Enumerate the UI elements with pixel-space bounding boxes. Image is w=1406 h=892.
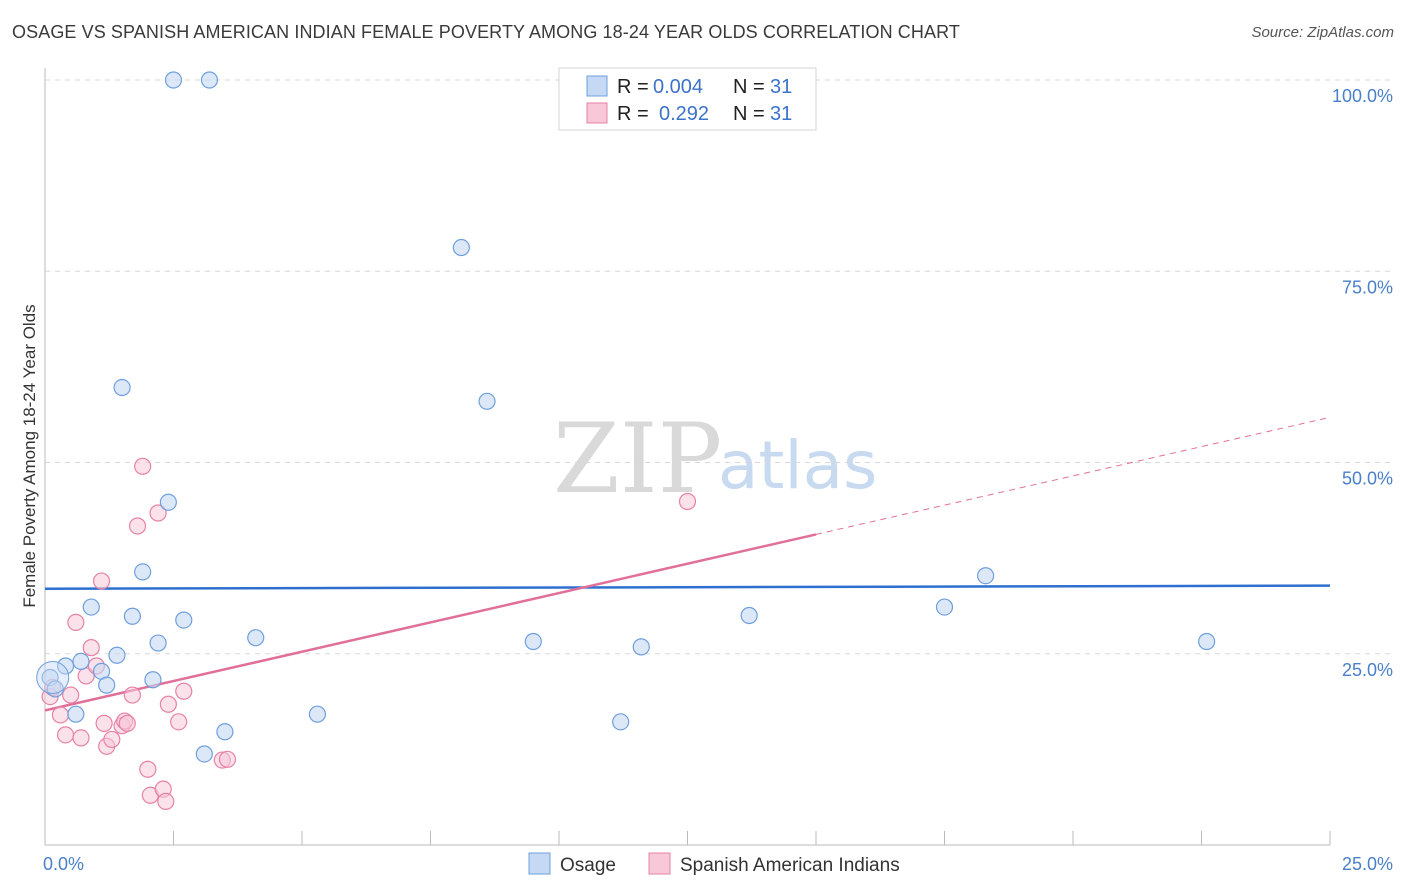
data-point-osage xyxy=(144,671,162,689)
data-point-osage xyxy=(67,705,85,723)
data-point-osage xyxy=(632,638,650,656)
x-tick-label: 0.0% xyxy=(43,854,84,874)
data-point-sai xyxy=(67,613,85,631)
data-point-sai xyxy=(128,517,147,535)
data-point-osage xyxy=(56,657,75,675)
gridlines xyxy=(45,79,1392,655)
data-point-sai xyxy=(678,492,697,511)
trend-line-sai xyxy=(44,533,817,712)
legend-swatch-sai xyxy=(586,102,608,124)
legend-r-value-sai: 0.292 xyxy=(659,103,709,125)
legend-label-sai: Spanish American Indians xyxy=(680,855,900,876)
stats-legend: R = 0.004 N = 31 R = 0.292 N = 31 xyxy=(558,67,817,131)
data-point-osage xyxy=(452,238,470,257)
trend-lines xyxy=(44,416,1331,712)
data-point-osage xyxy=(113,378,131,397)
data-point-sai xyxy=(72,729,90,747)
y-tick-label: 25.0% xyxy=(1342,660,1393,680)
data-point-osage xyxy=(740,606,758,625)
data-point-osage xyxy=(159,493,177,511)
data-point-osage xyxy=(308,705,327,723)
data-point-sai xyxy=(56,726,75,744)
data-point-osage xyxy=(216,723,234,741)
source-credit: Source: ZipAtlas.com xyxy=(1251,24,1394,41)
series-spanish-american-indians xyxy=(41,457,697,810)
y-axis-label: Female Poverty Among 18-24 Year Olds xyxy=(20,304,39,607)
data-point-osage xyxy=(134,563,152,581)
data-point-sai xyxy=(218,750,237,768)
axes xyxy=(44,68,1331,846)
y-tick-label: 100.0% xyxy=(1332,86,1393,106)
x-tick-labels: 0.0% 25.0% xyxy=(43,854,1393,874)
y-tick-label: 75.0% xyxy=(1342,277,1393,297)
legend-r-label: R = xyxy=(617,103,649,125)
legend-swatch-osage xyxy=(586,75,608,97)
data-point-osage xyxy=(72,652,90,671)
legend-swatch-osage xyxy=(528,852,551,875)
legend-n-label: N = xyxy=(733,103,765,125)
data-point-osage xyxy=(478,392,496,410)
data-point-osage xyxy=(977,567,995,585)
data-point-osage xyxy=(247,629,265,647)
data-point-osage xyxy=(612,713,630,731)
data-point-osage xyxy=(175,611,193,629)
data-point-osage xyxy=(524,632,542,651)
trend-line-osage xyxy=(44,584,1331,590)
data-point-sai xyxy=(170,713,188,731)
data-point-sai xyxy=(118,714,136,732)
data-point-sai xyxy=(95,714,113,732)
legend-n-value-sai: 31 xyxy=(770,103,792,125)
data-point-sai xyxy=(51,706,70,724)
legend-r-label: R = xyxy=(617,76,649,98)
data-point-sai xyxy=(92,572,111,590)
data-point-sai xyxy=(103,730,121,749)
legend-n-label: N = xyxy=(733,76,765,98)
legend-label-osage: Osage xyxy=(560,855,616,876)
data-point-osage xyxy=(108,646,126,664)
x-tick-label: 25.0% xyxy=(1342,854,1393,874)
data-point-sai xyxy=(139,760,157,778)
data-point-sai xyxy=(159,695,177,713)
data-point-sai xyxy=(123,686,141,704)
data-point-osage xyxy=(200,71,219,89)
y-tick-labels: 25.0% 50.0% 75.0% 100.0% xyxy=(1332,86,1393,680)
data-point-sai xyxy=(82,639,100,657)
legend-swatch-sai xyxy=(648,852,671,875)
data-point-osage xyxy=(935,598,954,616)
data-point-osage xyxy=(98,676,116,694)
series-osage xyxy=(36,71,1216,763)
data-point-osage-cluster xyxy=(36,660,70,694)
watermark-zip: ZIP xyxy=(553,403,722,515)
trend-line-sai-extension xyxy=(815,416,1331,535)
watermark-atlas: atlas xyxy=(718,427,878,504)
data-point-sai xyxy=(134,457,152,475)
legend-r-value-osage: 0.004 xyxy=(653,76,703,98)
data-point-osage xyxy=(195,745,213,763)
chart-title: OSAGE VS SPANISH AMERICAN INDIAN FEMALE … xyxy=(12,22,960,42)
data-point-sai xyxy=(62,686,80,704)
data-point-sai xyxy=(175,682,193,700)
y-tick-label: 50.0% xyxy=(1342,469,1393,489)
data-point-sai xyxy=(149,504,167,522)
data-point-osage xyxy=(82,598,100,616)
legend-n-value-osage: 31 xyxy=(770,76,792,98)
data-point-sai xyxy=(157,792,175,810)
series-legend: Osage Spanish American Indians xyxy=(528,852,900,876)
data-point-osage xyxy=(149,634,167,652)
data-point-osage xyxy=(123,607,141,625)
data-point-osage xyxy=(164,71,183,89)
data-point-osage xyxy=(1198,632,1216,651)
